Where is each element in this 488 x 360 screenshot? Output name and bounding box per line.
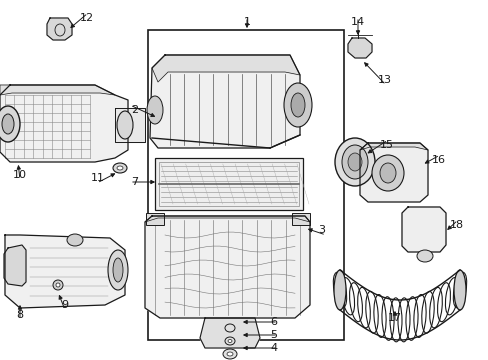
Text: 15: 15 <box>379 140 393 150</box>
Polygon shape <box>0 85 128 162</box>
Text: 7: 7 <box>131 177 138 187</box>
Bar <box>159 162 298 206</box>
Polygon shape <box>47 18 72 40</box>
Text: 6: 6 <box>269 317 276 327</box>
Text: 4: 4 <box>269 343 277 353</box>
Polygon shape <box>200 318 260 348</box>
Text: 5: 5 <box>269 330 276 340</box>
Ellipse shape <box>347 153 361 171</box>
Ellipse shape <box>108 250 128 290</box>
Text: 17: 17 <box>387 313 401 323</box>
Ellipse shape <box>223 349 237 359</box>
Ellipse shape <box>226 352 232 356</box>
Ellipse shape <box>333 270 346 310</box>
Ellipse shape <box>227 339 231 342</box>
Ellipse shape <box>117 166 123 170</box>
Polygon shape <box>152 55 299 82</box>
Ellipse shape <box>224 324 235 332</box>
Bar <box>148 30 343 340</box>
Ellipse shape <box>416 250 432 262</box>
Text: 13: 13 <box>377 75 391 85</box>
Ellipse shape <box>113 163 127 173</box>
Text: 3: 3 <box>317 225 325 235</box>
Ellipse shape <box>371 155 403 191</box>
Text: 14: 14 <box>350 17 365 27</box>
Polygon shape <box>347 38 371 58</box>
Text: 2: 2 <box>131 105 138 115</box>
Ellipse shape <box>0 106 20 142</box>
Ellipse shape <box>379 163 395 183</box>
Ellipse shape <box>284 83 311 127</box>
Polygon shape <box>145 216 309 318</box>
Ellipse shape <box>113 258 123 282</box>
Text: 9: 9 <box>61 300 68 310</box>
Text: 12: 12 <box>80 13 94 23</box>
Ellipse shape <box>53 280 63 290</box>
Polygon shape <box>145 216 309 222</box>
Ellipse shape <box>2 114 14 134</box>
Text: 11: 11 <box>91 173 105 183</box>
Polygon shape <box>115 108 145 142</box>
Ellipse shape <box>290 93 305 117</box>
Bar <box>146 213 163 225</box>
Text: 16: 16 <box>431 155 445 165</box>
Ellipse shape <box>341 145 367 179</box>
Bar <box>155 158 303 210</box>
Polygon shape <box>150 55 299 148</box>
Text: 1: 1 <box>243 17 250 27</box>
Ellipse shape <box>67 234 83 246</box>
Bar <box>291 213 309 225</box>
Ellipse shape <box>334 138 374 186</box>
Text: 10: 10 <box>13 170 27 180</box>
Ellipse shape <box>224 337 235 345</box>
Ellipse shape <box>147 96 163 124</box>
Polygon shape <box>4 245 26 286</box>
Ellipse shape <box>56 283 60 287</box>
Polygon shape <box>0 85 115 95</box>
Ellipse shape <box>117 111 133 139</box>
Polygon shape <box>5 235 125 308</box>
Text: 8: 8 <box>17 310 23 320</box>
Ellipse shape <box>453 270 465 310</box>
Text: 18: 18 <box>449 220 463 230</box>
Polygon shape <box>359 143 427 202</box>
Polygon shape <box>359 143 427 150</box>
Polygon shape <box>401 207 445 252</box>
